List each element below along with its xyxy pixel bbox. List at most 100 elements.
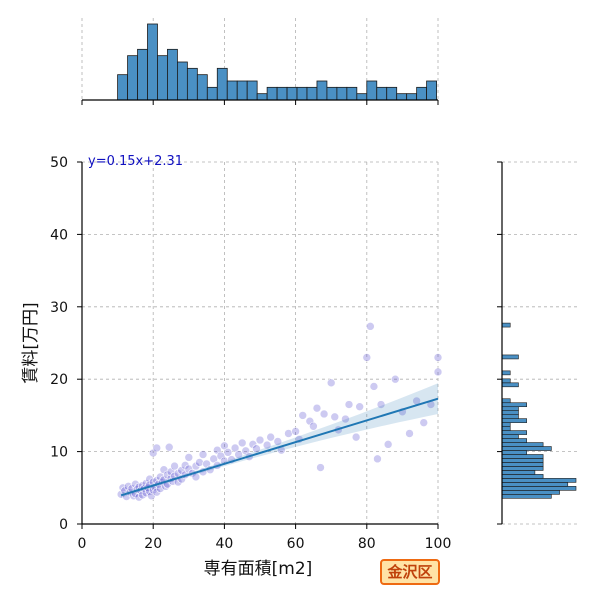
x-tick-label: 0 xyxy=(78,536,87,552)
right-histogram xyxy=(497,161,578,525)
scatter-point xyxy=(319,409,329,419)
scatter-point xyxy=(148,448,158,458)
right-hist-bar xyxy=(501,442,544,447)
right-hist-bar xyxy=(501,482,569,487)
scatter-point xyxy=(284,429,293,438)
right-hist-bar xyxy=(501,462,544,467)
scatter-point xyxy=(223,448,233,457)
right-hist-bar xyxy=(501,382,519,388)
scatter-point xyxy=(330,412,340,422)
right-hist-bar xyxy=(501,434,519,439)
right-hist-bar xyxy=(501,446,552,451)
top-hist-bar xyxy=(386,86,398,101)
right-hist-bar xyxy=(501,414,519,419)
right-hist-bar xyxy=(501,402,527,408)
top-hist-bar xyxy=(186,67,198,101)
y-axis-title: 賃料[万円] xyxy=(21,302,41,383)
right-hist-bar xyxy=(501,438,527,443)
scatter-point xyxy=(262,440,272,450)
y-tick-label: 20 xyxy=(50,372,68,388)
top-hist-bar xyxy=(286,86,298,101)
scatter-point xyxy=(316,463,325,472)
top-hist-bar xyxy=(316,80,328,101)
main-axes: 0 20 40 60 80 100 0 10 20 30 40 50 xyxy=(50,155,451,552)
right-hist-bar xyxy=(501,410,519,415)
right-hist-bar xyxy=(501,474,544,479)
right-hist-bar xyxy=(501,430,527,435)
scatter-point xyxy=(341,414,350,424)
right-hist-bar xyxy=(501,426,511,431)
top-hist-bar xyxy=(127,55,138,101)
scatter-point xyxy=(266,432,275,442)
x-tick-label: 80 xyxy=(358,536,376,552)
scatter-point xyxy=(184,453,194,462)
scatter-point xyxy=(220,441,229,451)
top-histogram xyxy=(81,18,439,105)
scatter-point xyxy=(355,402,364,412)
right-hist-bar xyxy=(501,406,519,411)
scatter-point xyxy=(369,382,379,391)
top-hist-bar xyxy=(236,80,248,101)
x-tick-label: 60 xyxy=(287,536,305,552)
x-tick-label: 20 xyxy=(144,536,162,552)
scatter-point xyxy=(344,400,354,409)
top-hist-bar xyxy=(137,48,148,101)
main-grid xyxy=(82,161,439,524)
scatter-point xyxy=(433,353,443,362)
top-hist-bar xyxy=(167,48,178,101)
right-hist-bar xyxy=(501,370,511,376)
scatter-point xyxy=(156,484,165,493)
y-tick-label: 50 xyxy=(50,155,68,171)
top-hist-bar xyxy=(326,86,338,101)
scatter-point xyxy=(230,443,240,453)
scatter-point xyxy=(156,472,165,482)
top-hist-bar xyxy=(266,86,278,101)
scatter-point xyxy=(177,466,186,475)
scatter-point xyxy=(159,465,169,475)
scatter-point xyxy=(152,443,162,453)
top-hist-bar xyxy=(177,61,188,101)
scatter-point xyxy=(216,451,226,461)
right-hist-bar xyxy=(501,478,577,483)
top-hist-bar xyxy=(346,86,358,101)
scatter-point xyxy=(366,322,375,331)
y-tick-label: 10 xyxy=(50,445,68,461)
right-hist-bar xyxy=(501,322,511,328)
right-hist-bar xyxy=(501,458,544,463)
top-hist-bar xyxy=(296,86,308,101)
scatter-point xyxy=(248,440,258,449)
scatter-point xyxy=(376,400,386,409)
scatter-point xyxy=(152,487,162,497)
top-hist-bar xyxy=(376,86,388,101)
y-tick-label: 40 xyxy=(50,227,68,243)
scatter-point xyxy=(312,403,322,413)
scatter-point xyxy=(163,470,172,480)
top-hist-bar xyxy=(276,86,288,101)
scatter-point xyxy=(198,450,208,459)
top-hist-bar xyxy=(246,80,258,101)
top-hist-bar xyxy=(356,93,368,101)
scatter-point xyxy=(195,458,204,467)
top-hist-bar xyxy=(206,86,218,101)
scatter-point xyxy=(131,479,140,489)
right-hist-bar xyxy=(501,450,527,455)
scatter-point xyxy=(419,418,429,427)
scatter-point xyxy=(309,421,318,431)
right-hist-bar xyxy=(501,470,536,475)
top-hist-bar xyxy=(426,80,437,101)
scatter-point xyxy=(405,429,414,438)
top-hist-bar xyxy=(117,74,128,101)
scatter-point xyxy=(305,416,315,426)
right-hist-bar xyxy=(501,354,519,360)
scatter-point xyxy=(255,435,265,445)
scatter-point xyxy=(170,461,179,471)
region-badge: 金沢区 xyxy=(380,559,440,585)
scatter-point xyxy=(298,411,308,420)
right-hist-bar xyxy=(501,486,577,491)
right-hist-bar xyxy=(501,490,560,495)
regression-fit xyxy=(120,383,439,498)
scatter-point xyxy=(252,444,261,454)
right-hist-bar xyxy=(501,466,544,471)
scatter-point xyxy=(291,427,300,436)
